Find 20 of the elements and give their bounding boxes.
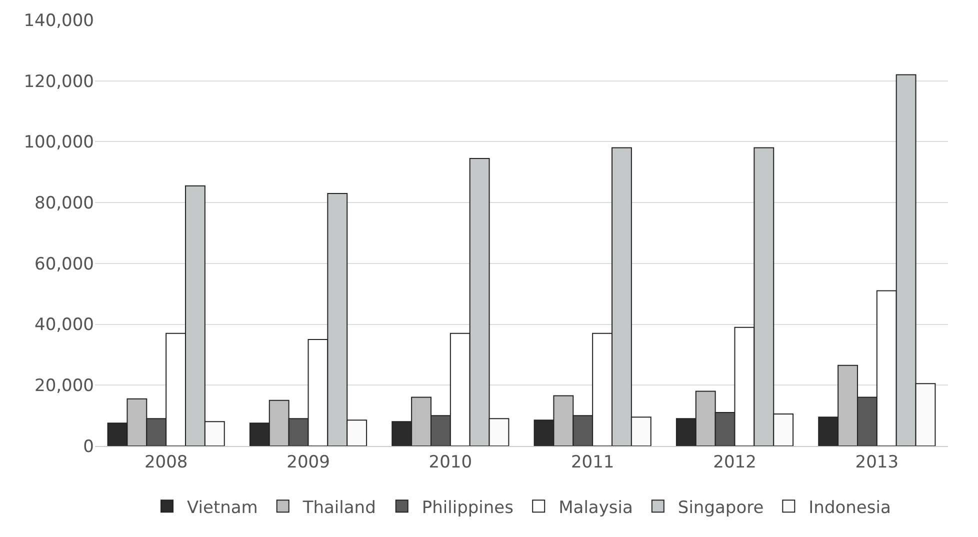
y-tick-label: 100,000 xyxy=(24,132,94,153)
y-tick-label: 40,000 xyxy=(34,315,94,336)
y-tick-label: 80,000 xyxy=(34,194,94,214)
x-tick-label: 2013 xyxy=(855,452,899,472)
x-tick-label: 2010 xyxy=(428,452,472,472)
y-tick-label: 120,000 xyxy=(24,72,94,92)
legend-label: Thailand xyxy=(302,498,376,518)
legend-label: Singapore xyxy=(678,498,764,518)
legend-label: Indonesia xyxy=(808,498,891,518)
x-tick-label: 2009 xyxy=(286,452,330,472)
x-tick-label: 2008 xyxy=(144,452,188,472)
y-tick-label: 20,000 xyxy=(34,376,94,396)
legend-label: Philippines xyxy=(422,498,514,518)
x-tick-label: 2011 xyxy=(570,452,614,472)
legend-label: Vietnam xyxy=(187,498,258,518)
y-tick-label: 140,000 xyxy=(24,10,94,31)
y-tick-label: 60,000 xyxy=(34,254,94,274)
x-tick-label: 2012 xyxy=(713,452,756,472)
legend-label: Malaysia xyxy=(558,498,633,518)
y-tick-label: 0 xyxy=(83,436,94,457)
